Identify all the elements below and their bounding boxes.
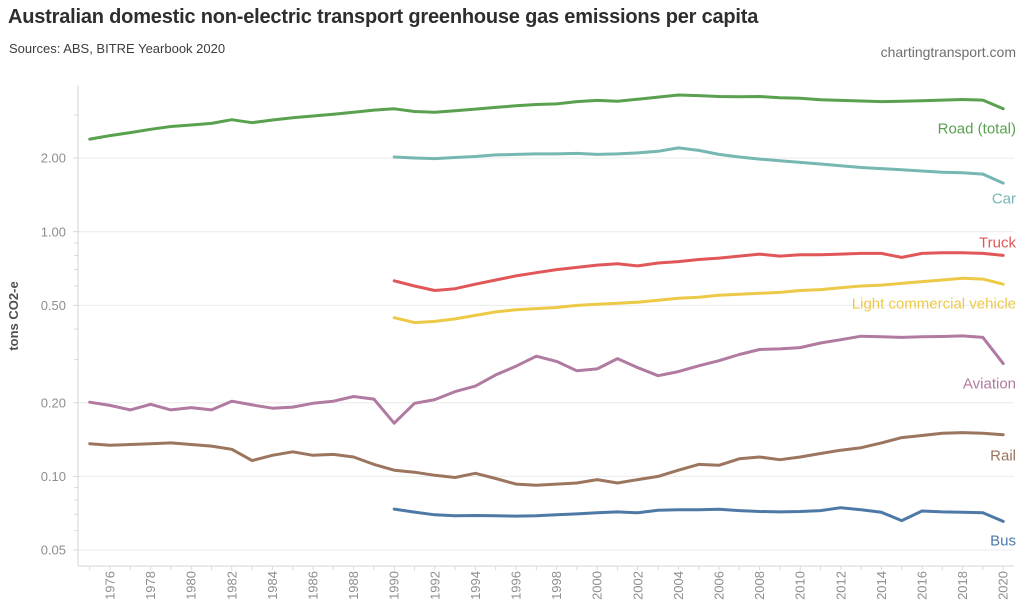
series-line-truck[interactable]	[392, 251, 1005, 292]
series-label-truck: Truck	[979, 234, 1016, 251]
x-tick-label: 1986	[306, 571, 321, 600]
y-tick-label: 1.00	[41, 224, 66, 239]
series-label-rail: Rail	[990, 447, 1016, 464]
watermark: chartingtransport.com	[880, 44, 1016, 60]
x-tick-label: 2016	[915, 571, 930, 600]
x-tick-label: 1976	[103, 571, 118, 600]
series-line-bus[interactable]	[392, 506, 1005, 523]
series-line-aviation[interactable]	[88, 334, 1005, 425]
x-tick-label: 2020	[996, 571, 1011, 600]
y-tick-label: 0.20	[41, 395, 66, 410]
x-tick-label: 1984	[265, 571, 280, 600]
series-label-car: Car	[992, 190, 1016, 207]
series-line-light-commercial-vehicle[interactable]	[392, 276, 1005, 325]
x-tick-label: 2006	[712, 571, 727, 600]
series-label-light-commercial-vehicle: Light commercial vehicle	[852, 295, 1016, 312]
series-label-bus: Bus	[990, 532, 1016, 549]
gridlines	[78, 157, 1014, 551]
x-tick-label: 2002	[630, 571, 645, 600]
x-tick-label: 1998	[549, 571, 564, 600]
series-line-road-total[interactable]	[88, 93, 1005, 141]
x-tick-label: 1994	[468, 571, 483, 600]
x-tick-label: 1980	[184, 571, 199, 600]
page-title: Australian domestic non-electric transpo…	[8, 6, 759, 28]
x-tick-label: 2014	[874, 571, 889, 600]
source-note: Sources: ABS, BITRE Yearbook 2020	[9, 41, 226, 56]
x-tick-label: 2018	[955, 571, 970, 600]
x-tick-label: 2012	[833, 571, 848, 600]
series-label-aviation: Aviation	[963, 375, 1016, 392]
y-tick-label: 0.50	[41, 298, 66, 313]
x-tick-label: 2008	[752, 571, 767, 600]
x-tick-label: 2010	[793, 571, 808, 600]
y-tick-label: 2.00	[41, 151, 66, 166]
x-tick-label: 2004	[671, 571, 686, 600]
y-tick-label: 0.05	[41, 543, 66, 558]
x-tick-label: 1982	[224, 571, 239, 600]
x-tick-label: 2000	[590, 571, 605, 600]
y-tick-label: 0.10	[41, 469, 66, 484]
y-axis-title: tons CO2-e	[6, 281, 21, 350]
series-line-rail[interactable]	[88, 431, 1005, 487]
series-line-car[interactable]	[392, 146, 1005, 185]
x-tick-label: 1992	[427, 571, 442, 600]
x-axis-ticks: 1976 1978 1980 1982 1984 1986 1988 1990 1992 1994…	[89, 566, 1011, 600]
y-axis-ticks: 2.00 1.00 0.50 0.20 0.10 0.05	[41, 114, 78, 558]
x-tick-label: 1996	[509, 571, 524, 600]
x-tick-label: 1990	[387, 571, 402, 600]
series-label-road-total: Road (total)	[938, 120, 1016, 137]
x-tick-label: 1978	[143, 571, 158, 600]
x-tick-label: 1988	[346, 571, 361, 600]
